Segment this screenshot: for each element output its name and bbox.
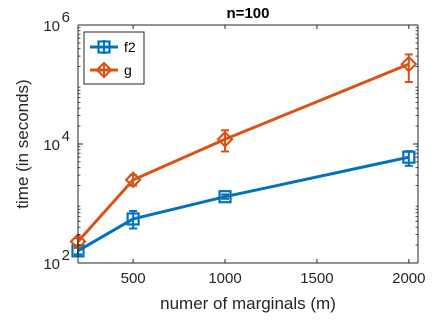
series-line-g [76, 62, 410, 243]
diamond-marker [400, 55, 418, 73]
diamond-marker [95, 61, 113, 79]
series-line-f2 [77, 155, 410, 253]
square-marker [97, 40, 111, 54]
y-tick-label: 10 [43, 18, 60, 35]
x-axis-label: numer of marginals (m) [160, 294, 336, 313]
y-tick-label: 10 [43, 256, 60, 273]
legend-box [83, 31, 145, 85]
square-marker [402, 150, 416, 164]
legend: f2 g [83, 31, 145, 85]
diamond-marker [124, 171, 142, 189]
y-tick-exponent: 4 [62, 128, 70, 145]
legend-label: g [124, 62, 132, 78]
diamond-marker [216, 130, 234, 148]
square-marker [126, 212, 140, 226]
legend-label: f2 [124, 39, 136, 55]
y-axis-label: time (in seconds) [13, 79, 32, 208]
y-tick-exponent: 2 [62, 247, 70, 264]
square-marker [218, 190, 232, 204]
y-tick-exponent: 6 [62, 9, 70, 26]
chart-title: n=100 [227, 5, 270, 22]
y-tick-label: 10 [43, 137, 60, 154]
x-tick-label: 1000 [208, 270, 241, 287]
x-tick-label: 1500 [300, 270, 333, 287]
x-tick-label: 2000 [392, 270, 425, 287]
x-tick-label: 500 [121, 270, 146, 287]
